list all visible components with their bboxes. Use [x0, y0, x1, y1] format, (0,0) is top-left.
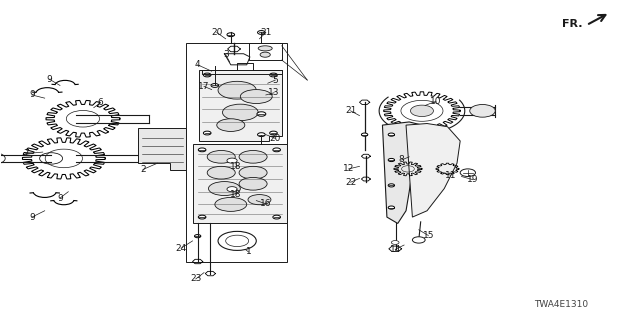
Text: 20: 20 — [211, 28, 223, 37]
Text: 6: 6 — [97, 99, 103, 108]
Circle shape — [470, 105, 495, 117]
Polygon shape — [406, 124, 460, 217]
Text: 15: 15 — [422, 231, 434, 240]
Text: 9: 9 — [29, 91, 35, 100]
Circle shape — [227, 33, 235, 36]
Circle shape — [388, 158, 394, 162]
Text: 16: 16 — [260, 199, 271, 208]
Circle shape — [211, 84, 219, 87]
Circle shape — [227, 187, 237, 192]
Text: 1: 1 — [246, 247, 252, 257]
Text: 7: 7 — [23, 149, 28, 158]
Circle shape — [257, 112, 266, 116]
Circle shape — [273, 148, 280, 152]
Ellipse shape — [218, 81, 256, 99]
Circle shape — [388, 133, 394, 136]
Circle shape — [269, 73, 277, 77]
Text: 2: 2 — [140, 165, 146, 174]
Bar — [186, 43, 287, 261]
Polygon shape — [138, 128, 186, 170]
Text: 19: 19 — [467, 175, 479, 184]
Text: 8: 8 — [399, 156, 404, 164]
Circle shape — [392, 241, 399, 244]
Circle shape — [198, 148, 206, 152]
Circle shape — [460, 169, 476, 177]
Text: 11: 11 — [445, 171, 456, 180]
Circle shape — [410, 105, 433, 116]
Circle shape — [204, 131, 211, 135]
Ellipse shape — [258, 46, 272, 51]
Ellipse shape — [239, 166, 267, 179]
Text: 4: 4 — [195, 60, 200, 69]
Ellipse shape — [241, 90, 272, 104]
Text: 9: 9 — [46, 75, 52, 84]
Circle shape — [273, 215, 280, 219]
Text: 12: 12 — [343, 164, 355, 173]
Text: TWA4E1310: TWA4E1310 — [534, 300, 588, 309]
Circle shape — [388, 184, 394, 187]
Text: 3: 3 — [223, 50, 228, 59]
Circle shape — [218, 231, 256, 251]
Text: 9: 9 — [57, 194, 63, 203]
Text: 23: 23 — [190, 275, 202, 284]
Text: 18: 18 — [230, 163, 242, 172]
Ellipse shape — [239, 150, 267, 163]
Polygon shape — [193, 144, 287, 223]
Circle shape — [269, 131, 277, 135]
Text: 5: 5 — [273, 76, 278, 84]
Text: 14: 14 — [390, 245, 401, 254]
Text: 9: 9 — [29, 212, 35, 221]
Text: 18: 18 — [230, 190, 242, 199]
Ellipse shape — [215, 197, 246, 212]
Text: FR.: FR. — [562, 19, 582, 28]
Circle shape — [204, 73, 211, 77]
Ellipse shape — [248, 195, 271, 205]
Circle shape — [412, 237, 425, 243]
Circle shape — [227, 158, 237, 163]
Text: 10: 10 — [430, 97, 442, 106]
Text: 13: 13 — [268, 88, 280, 97]
Ellipse shape — [209, 181, 241, 196]
Polygon shape — [199, 69, 282, 141]
Text: 22: 22 — [345, 178, 356, 187]
Circle shape — [362, 133, 368, 136]
Polygon shape — [383, 122, 422, 223]
Ellipse shape — [207, 150, 236, 163]
Text: 17: 17 — [198, 82, 210, 91]
Circle shape — [260, 52, 270, 57]
Ellipse shape — [223, 104, 258, 121]
Ellipse shape — [239, 178, 267, 190]
Text: 24: 24 — [175, 244, 187, 253]
Text: 20: 20 — [269, 134, 281, 143]
Circle shape — [198, 215, 206, 219]
Ellipse shape — [217, 119, 245, 132]
Circle shape — [257, 133, 265, 137]
Circle shape — [388, 206, 394, 209]
Ellipse shape — [207, 166, 236, 179]
Text: 21: 21 — [345, 106, 356, 115]
Text: 21: 21 — [260, 28, 271, 37]
Circle shape — [257, 31, 265, 34]
Circle shape — [195, 235, 201, 238]
